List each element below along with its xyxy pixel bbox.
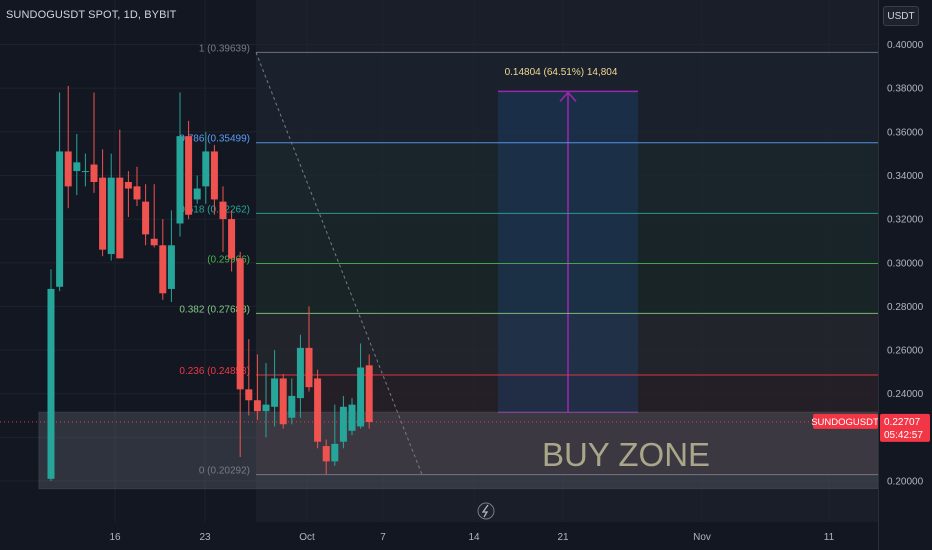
- x-tick-label: 16: [109, 532, 121, 543]
- symbol-tag: SUNDOGUSDT: [811, 417, 879, 428]
- candle-body: [99, 177, 107, 250]
- candle-body: [305, 347, 313, 388]
- price-tag-bg: [880, 413, 930, 442]
- y-tick-label: 0.30000: [887, 258, 924, 269]
- y-tick-label: 0.32000: [887, 215, 924, 226]
- x-tick-label: 21: [557, 532, 569, 543]
- y-tick-label: 0.20000: [887, 477, 924, 488]
- candle-body: [331, 443, 339, 462]
- last-price-label: 0.22707: [884, 417, 921, 428]
- x-tick-label: 23: [199, 532, 211, 543]
- x-tick-label: 14: [468, 532, 480, 543]
- lightning-icon[interactable]: [477, 502, 495, 520]
- y-tick-label: 0.40000: [887, 40, 924, 51]
- y-tick-label: 0.26000: [887, 346, 924, 357]
- candle-body: [185, 136, 193, 215]
- lightning-icon-glyph: [481, 504, 489, 518]
- symbol-title[interactable]: SUNDOGUSDT SPOT, 1D, BYBIT: [6, 9, 177, 21]
- candle-body: [219, 201, 227, 220]
- countdown-label: 05:42:57: [884, 430, 923, 441]
- price-scale: [879, 0, 932, 550]
- x-tick-label: 11: [824, 532, 835, 543]
- candle-body: [210, 151, 218, 200]
- candle-body: [142, 201, 150, 235]
- candle-body: [365, 365, 373, 423]
- candle-body: [357, 367, 365, 427]
- candle-body: [116, 177, 124, 259]
- fib-trend-line: [255, 52, 423, 475]
- candle-body: [90, 164, 98, 182]
- buy-zone-rect: [38, 411, 879, 490]
- fib-label: (0.29966): [207, 254, 250, 265]
- fib-label: 0.382 (0.27683): [179, 304, 250, 315]
- candle-body: [47, 288, 55, 479]
- y-tick-label: 0.38000: [887, 84, 924, 95]
- time-axis: [0, 522, 878, 550]
- fib-label: 0 (0.20292): [199, 466, 250, 477]
- fib-label: 0.236 (0.24858): [179, 366, 250, 377]
- candle-body: [176, 136, 184, 224]
- candle-body: [339, 406, 347, 442]
- y-tick-label: 0.34000: [887, 171, 924, 182]
- y-tick-label: 0.36000: [887, 127, 924, 138]
- buy-zone-label: BUY ZONE: [542, 436, 710, 473]
- measure-label: 0.14804 (64.51%) 14,804: [505, 67, 618, 78]
- candle-body: [271, 378, 279, 407]
- candle-body: [124, 181, 132, 189]
- candle-body: [322, 446, 330, 462]
- candle-body: [73, 162, 81, 172]
- x-tick-label: Nov: [693, 532, 711, 543]
- candle-body: [107, 177, 115, 255]
- y-tick-label: 0.24000: [887, 389, 924, 400]
- candle-body: [150, 238, 158, 246]
- candle-body: [279, 378, 287, 425]
- fib-label: 1 (0.39639): [199, 43, 250, 54]
- candle-body: [56, 151, 64, 287]
- candle-body: [64, 151, 72, 187]
- target-arrow-head: [559, 91, 577, 102]
- candle-body: [202, 151, 210, 187]
- candle-body: [262, 404, 270, 412]
- candle-body: [288, 395, 296, 418]
- y-tick-label: 0.28000: [887, 302, 924, 313]
- price-scale-divider: [878, 0, 879, 550]
- candle-body: [253, 400, 261, 412]
- candle-body: [314, 378, 322, 442]
- candle-body: [348, 404, 356, 431]
- x-tick-label: Oct: [299, 532, 315, 543]
- candle-body: [296, 347, 304, 399]
- x-tick-label: 7: [380, 532, 386, 543]
- symbol-tag-bg: [813, 413, 878, 429]
- candle-body: [159, 245, 167, 294]
- fib-label: 0.786 (0.35499): [179, 134, 250, 145]
- candle-body: [245, 389, 253, 401]
- currency-button[interactable]: USDT: [883, 6, 919, 26]
- candle-body: [133, 186, 141, 200]
- candle-body: [167, 245, 175, 289]
- candle-body: [193, 188, 201, 200]
- candle-body: [81, 171, 89, 173]
- candle-body: [228, 219, 236, 259]
- candle-body: [236, 258, 244, 390]
